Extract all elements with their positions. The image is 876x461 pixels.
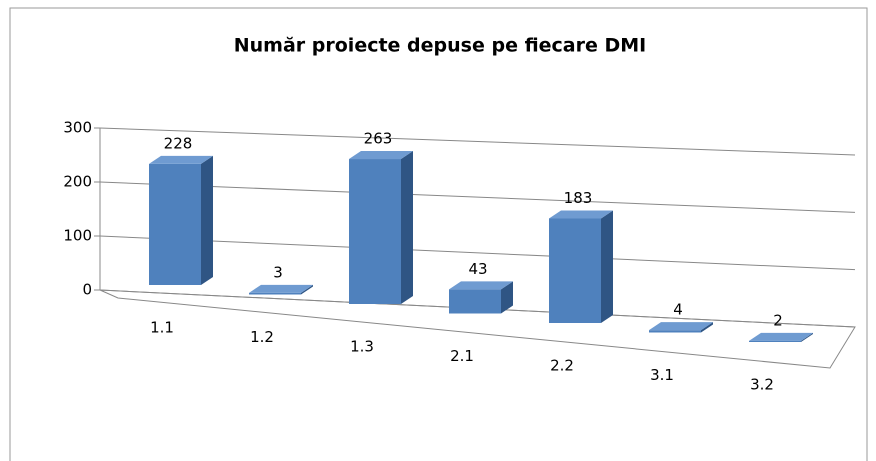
bar-front xyxy=(449,289,501,314)
x-tick-label: 1.3 xyxy=(350,338,374,356)
bar-top xyxy=(349,151,413,160)
bar-front xyxy=(549,218,601,323)
value-label: 263 xyxy=(364,130,393,148)
bar-top xyxy=(149,155,213,164)
value-label: 3 xyxy=(273,263,283,281)
bar-side xyxy=(801,332,813,342)
x-tick-label: 1.2 xyxy=(250,328,274,346)
value-label: 4 xyxy=(673,301,683,319)
bar-top xyxy=(549,210,613,219)
bar-side xyxy=(501,281,513,314)
grid-line xyxy=(99,235,856,271)
bar-side xyxy=(601,210,613,323)
x-tick-label: 3.2 xyxy=(750,376,774,394)
bar-top xyxy=(649,322,713,331)
value-label: 43 xyxy=(468,260,487,278)
bar-front xyxy=(649,330,701,333)
y-tick-label: 300 xyxy=(63,119,92,137)
value-label: 183 xyxy=(564,189,593,207)
chart-frame xyxy=(9,7,868,461)
bar-top xyxy=(749,332,813,341)
bar-side xyxy=(301,284,313,295)
grid-line xyxy=(99,181,856,213)
bar-front xyxy=(149,163,201,285)
value-label: 2 xyxy=(773,311,783,329)
bar-side xyxy=(401,151,413,304)
bar-front xyxy=(249,292,301,295)
value-label: 228 xyxy=(164,134,193,152)
bar-front xyxy=(349,159,401,304)
y-tick-label: 100 xyxy=(63,227,92,245)
x-tick-label: 1.1 xyxy=(150,319,174,337)
bar-front xyxy=(749,340,801,342)
bar-side xyxy=(201,155,213,285)
grid-line xyxy=(99,127,856,156)
x-tick-label: 2.1 xyxy=(450,347,474,365)
x-tick-label: 3.1 xyxy=(650,366,674,384)
y-tick-label: 0 xyxy=(82,281,92,299)
chart-title: Număr proiecte depuse pe fiecare DMI xyxy=(234,35,647,57)
y-tick-label: 200 xyxy=(63,173,92,191)
bar-top xyxy=(249,284,313,293)
x-tick-label: 2.2 xyxy=(550,357,574,375)
bar-top xyxy=(449,281,513,290)
bar-side xyxy=(701,322,713,333)
